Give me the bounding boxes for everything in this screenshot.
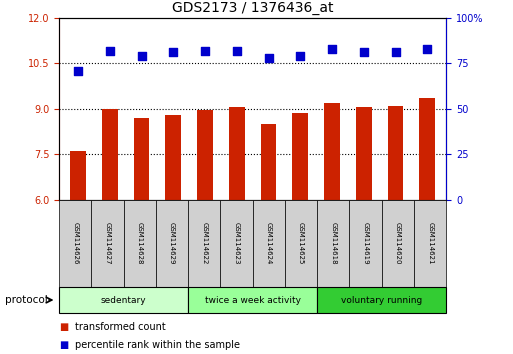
Text: percentile rank within the sample: percentile rank within the sample [75,340,241,350]
Point [201,48,209,53]
Bar [197,110,213,200]
Text: GSM114625: GSM114625 [298,222,304,264]
Point [169,50,177,55]
Bar [70,152,86,200]
Bar [133,118,149,200]
Point [328,46,336,52]
Bar [102,109,117,200]
Text: GSM114621: GSM114621 [427,222,433,265]
Text: voluntary running: voluntary running [341,296,422,304]
Bar [261,124,277,200]
Text: GSM114628: GSM114628 [136,222,143,265]
Bar [229,107,245,200]
Point [264,55,272,61]
Point [360,50,368,55]
Text: GSM114626: GSM114626 [72,222,78,265]
Bar [356,107,372,200]
Text: GSM114618: GSM114618 [330,222,337,265]
Text: GSM114623: GSM114623 [233,222,240,265]
Point [296,53,304,59]
Text: twice a week activity: twice a week activity [205,296,301,304]
Text: GSM114622: GSM114622 [201,222,207,264]
Point [233,48,241,53]
Point [106,48,114,53]
Point [423,46,431,52]
Bar [388,106,403,200]
Bar [419,98,435,200]
Bar [165,115,181,200]
Point [74,68,82,73]
Text: GSM114620: GSM114620 [395,222,401,265]
Text: GSM114624: GSM114624 [266,222,272,264]
Text: GSM114629: GSM114629 [169,222,175,265]
Title: GDS2173 / 1376436_at: GDS2173 / 1376436_at [172,1,333,15]
Text: GSM114619: GSM114619 [363,222,369,265]
Text: ■: ■ [59,340,68,350]
Text: ■: ■ [59,322,68,332]
Point [137,53,146,59]
Bar [292,113,308,200]
Text: protocol: protocol [5,295,48,305]
Text: sedentary: sedentary [101,296,146,304]
Point [391,50,400,55]
Text: transformed count: transformed count [75,322,166,332]
Bar [324,103,340,200]
Text: GSM114627: GSM114627 [105,222,110,265]
